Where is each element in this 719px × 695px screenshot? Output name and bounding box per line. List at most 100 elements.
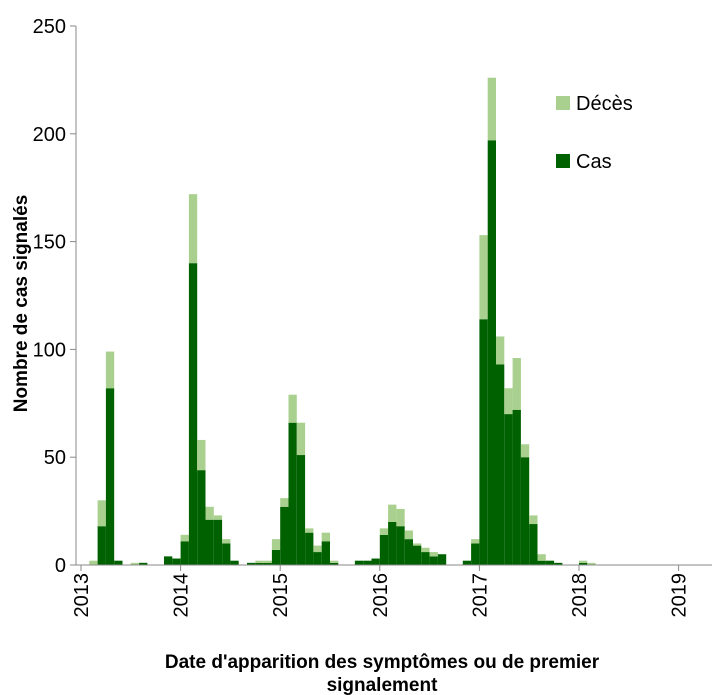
bar-cas-26 — [296, 455, 306, 565]
x-axis-title: Date d'apparition des symptômes ou de pr… — [165, 652, 600, 695]
bar-cas-13 — [188, 263, 198, 565]
bar-cas-40 — [413, 545, 422, 565]
y-ticks: 0 50 100 150 200 250 — [33, 16, 76, 577]
bar-deces-21 — [255, 560, 264, 563]
bar-cas-49 — [487, 140, 496, 565]
x-ticks: 2013 2014 2015 2016 2017 2018 2019 — [71, 565, 691, 618]
bar-cas-53 — [520, 457, 530, 565]
bar-cas-39 — [404, 539, 413, 565]
bar-cas-4 — [114, 560, 123, 565]
bar-deces-30 — [330, 560, 339, 563]
bar-cas-51 — [504, 414, 513, 565]
bar-cas-24 — [280, 506, 289, 565]
bar-cas-36 — [379, 534, 389, 565]
bar-cas-55 — [537, 560, 546, 565]
bar-cas-30 — [330, 562, 339, 565]
bar-cas-35 — [371, 558, 380, 565]
bar-deces-25 — [288, 394, 297, 423]
bar-cas-17 — [222, 543, 231, 565]
bar-cas-28 — [313, 552, 322, 565]
bar-cas-42 — [429, 556, 438, 565]
bar-cas-54 — [529, 524, 538, 565]
bar-deces-28 — [313, 545, 322, 553]
bar-deces-26 — [296, 422, 306, 456]
bar-deces-48 — [479, 235, 488, 320]
bar-cas-43 — [437, 554, 447, 565]
bar-cas-60 — [579, 562, 588, 565]
x-tick-label-2014: 2014 — [171, 573, 193, 618]
bar-cas-11 — [172, 558, 181, 565]
bar-deces-36 — [379, 528, 389, 535]
bar-deces-23 — [271, 539, 281, 550]
bar-deces-1 — [89, 560, 98, 565]
x-tick-label-2013: 2013 — [71, 573, 93, 618]
bar-cas-22 — [263, 562, 272, 565]
legend-label-cas: Cas — [576, 151, 612, 173]
bar-cas-14 — [197, 470, 206, 565]
bar-cas-7 — [139, 562, 148, 565]
y-tick-label-200: 200 — [33, 124, 66, 146]
bar-deces-51 — [504, 388, 513, 415]
bar-cas-23 — [271, 549, 281, 565]
legend: Décès Cas — [556, 93, 633, 173]
bar-cas-38 — [396, 526, 405, 565]
bar-cas-41 — [421, 552, 430, 565]
bar-deces-16 — [213, 515, 223, 520]
y-tick-label-250: 250 — [33, 16, 66, 38]
bar-deces-37 — [388, 504, 397, 522]
bar-deces-55 — [537, 554, 546, 561]
bar-cas-3 — [105, 388, 115, 565]
bar-deces-50 — [496, 336, 505, 365]
bar-deces-15 — [205, 506, 214, 520]
y-tick-label-0: 0 — [55, 555, 66, 577]
bar-cas-10 — [164, 556, 173, 565]
bar-deces-13 — [188, 194, 198, 264]
bar-deces-61 — [587, 562, 596, 565]
bar-deces-6 — [130, 562, 140, 565]
legend-swatch-deces — [556, 96, 570, 110]
bar-cas-37 — [388, 521, 397, 565]
bar-deces-12 — [180, 534, 189, 542]
bar-deces-49 — [487, 77, 496, 141]
bars — [89, 77, 596, 565]
bar-cas-29 — [321, 541, 330, 565]
bar-cas-18 — [230, 560, 239, 565]
bar-cas-16 — [213, 519, 223, 565]
bar-deces-40 — [413, 543, 422, 546]
bar-deces-29 — [321, 532, 330, 542]
bar-deces-3 — [105, 351, 115, 389]
x-tick-label-2018: 2018 — [569, 573, 591, 618]
bar-deces-38 — [396, 508, 405, 527]
x-tick-label-2017: 2017 — [469, 573, 491, 618]
bar-deces-52 — [512, 358, 521, 410]
bar-cas-2 — [97, 526, 106, 565]
bar-deces-17 — [222, 539, 231, 544]
bar-deces-42 — [429, 552, 438, 557]
bar-cas-33 — [354, 560, 364, 565]
bar-deces-14 — [197, 439, 206, 471]
bar-cas-46 — [462, 560, 472, 565]
bar-cas-56 — [545, 560, 555, 565]
x-tick-label-2015: 2015 — [270, 573, 292, 618]
x-tick-label-2019: 2019 — [669, 573, 691, 618]
legend-label-deces: Décès — [576, 93, 633, 115]
bar-cas-57 — [554, 562, 563, 565]
legend-swatch-cas — [556, 154, 570, 168]
bar-deces-39 — [404, 530, 413, 540]
bar-cas-27 — [305, 532, 314, 565]
bar-cas-48 — [479, 319, 488, 565]
bar-deces-22 — [263, 560, 272, 563]
bar-cas-20 — [247, 562, 256, 565]
x-tick-label-2016: 2016 — [370, 573, 392, 618]
bar-deces-27 — [305, 528, 314, 533]
x-axis-title-line-1: Date d'apparition des symptômes ou de pr… — [165, 652, 600, 673]
y-tick-label-50: 50 — [44, 447, 66, 469]
bar-cas-15 — [205, 519, 214, 565]
bar-cas-21 — [255, 562, 264, 565]
bar-cas-52 — [512, 409, 521, 565]
bar-deces-53 — [520, 444, 530, 458]
bar-deces-24 — [280, 498, 289, 507]
bar-deces-60 — [579, 560, 588, 563]
bar-deces-54 — [529, 515, 538, 525]
